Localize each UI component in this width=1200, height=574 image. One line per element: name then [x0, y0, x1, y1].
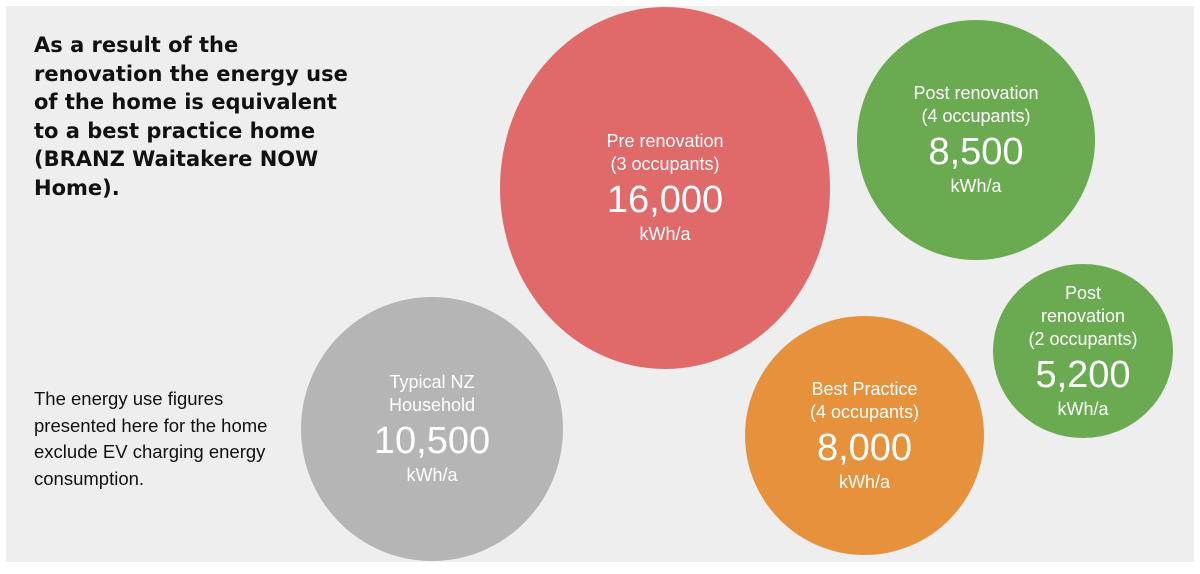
bubble-label: Post renovation (4 occupants) — [913, 83, 1039, 126]
bubble-best-practice: Best Practice (4 occupants) 8,000 kWh/a — [745, 316, 984, 555]
bubble-value: 16,000 — [606, 179, 724, 221]
bubble-value: 8,500 — [928, 131, 1024, 173]
bubble-typical-nz-household: Typical NZ Household 10,500 kWh/a — [301, 297, 563, 561]
bubble-unit: kWh/a — [406, 465, 458, 485]
headline: As a result of the renovation the energy… — [34, 33, 348, 200]
bubble-unit: kWh/a — [838, 471, 890, 492]
bubble-label: Pre renovation (3 occupants) — [606, 131, 724, 174]
bubble-unit: kWh/a — [950, 176, 1002, 196]
bubble-label: Best Practice (4 occupants) — [809, 378, 920, 422]
bubble-label: Post renovation (2 occupants) — [1028, 282, 1138, 349]
bubble-label: Typical NZ Household — [388, 372, 476, 415]
bubble-post-renovation-2: Post renovation (2 occupants) 5,200 kWh/a — [993, 264, 1173, 438]
bubble-value: 8,000 — [816, 426, 913, 469]
bubble-post-renovation-4: Post renovation (4 occupants) 8,500 kWh/a — [857, 20, 1095, 260]
footnote: The energy use figures presented here fo… — [34, 388, 268, 489]
bubble-unit: kWh/a — [639, 224, 691, 244]
bubble-value: 5,200 — [1035, 353, 1131, 396]
bubble-unit: kWh/a — [1057, 398, 1109, 419]
bubble-value: 10,500 — [373, 420, 491, 462]
bubble-pre-renovation: Pre renovation (3 occupants) 16,000 kWh/a — [500, 7, 830, 369]
